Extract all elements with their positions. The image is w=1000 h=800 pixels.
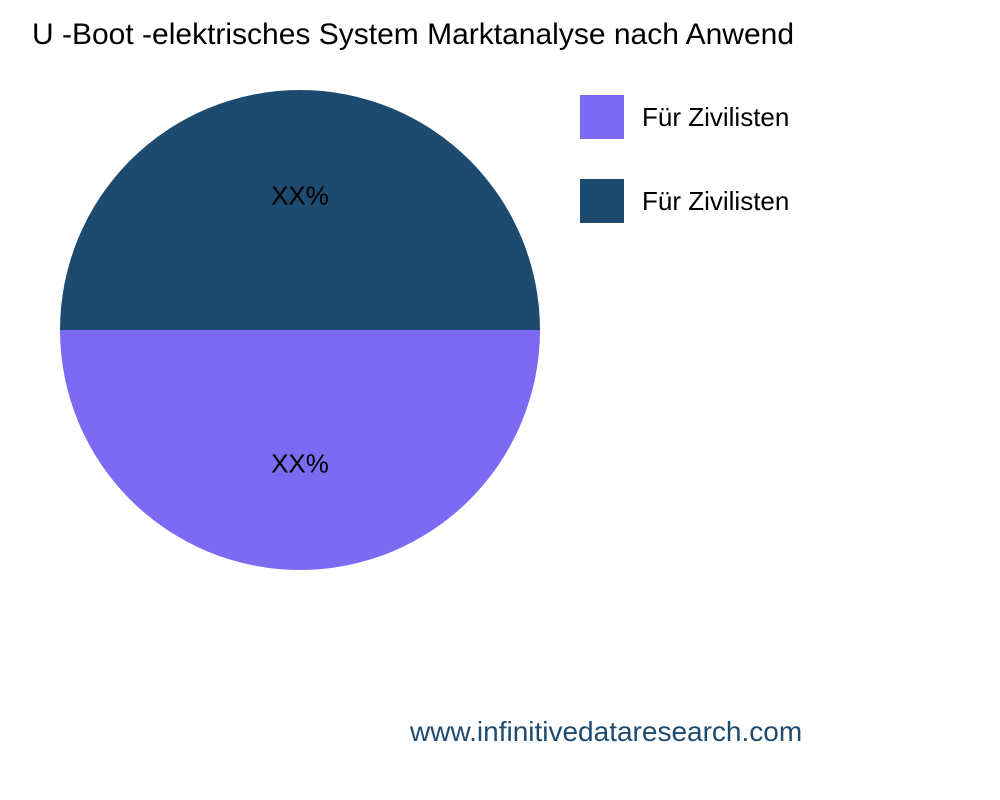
legend-item: Für Zivilisten bbox=[580, 95, 789, 139]
pie-chart: XX% XX% bbox=[60, 90, 540, 570]
legend-item: Für Zivilisten bbox=[580, 179, 789, 223]
legend-swatch bbox=[580, 95, 624, 139]
footer-source: www.infinitivedataresearch.com bbox=[410, 716, 802, 748]
legend-label: Für Zivilisten bbox=[642, 102, 789, 133]
pie-slice-label: XX% bbox=[271, 449, 329, 480]
legend-label: Für Zivilisten bbox=[642, 186, 789, 217]
legend: Für Zivilisten Für Zivilisten bbox=[580, 95, 789, 263]
chart-title: U -Boot -elektrisches System Marktanalys… bbox=[32, 18, 794, 52]
legend-swatch bbox=[580, 179, 624, 223]
pie-slice-label: XX% bbox=[271, 180, 329, 211]
pie-body bbox=[60, 90, 540, 570]
